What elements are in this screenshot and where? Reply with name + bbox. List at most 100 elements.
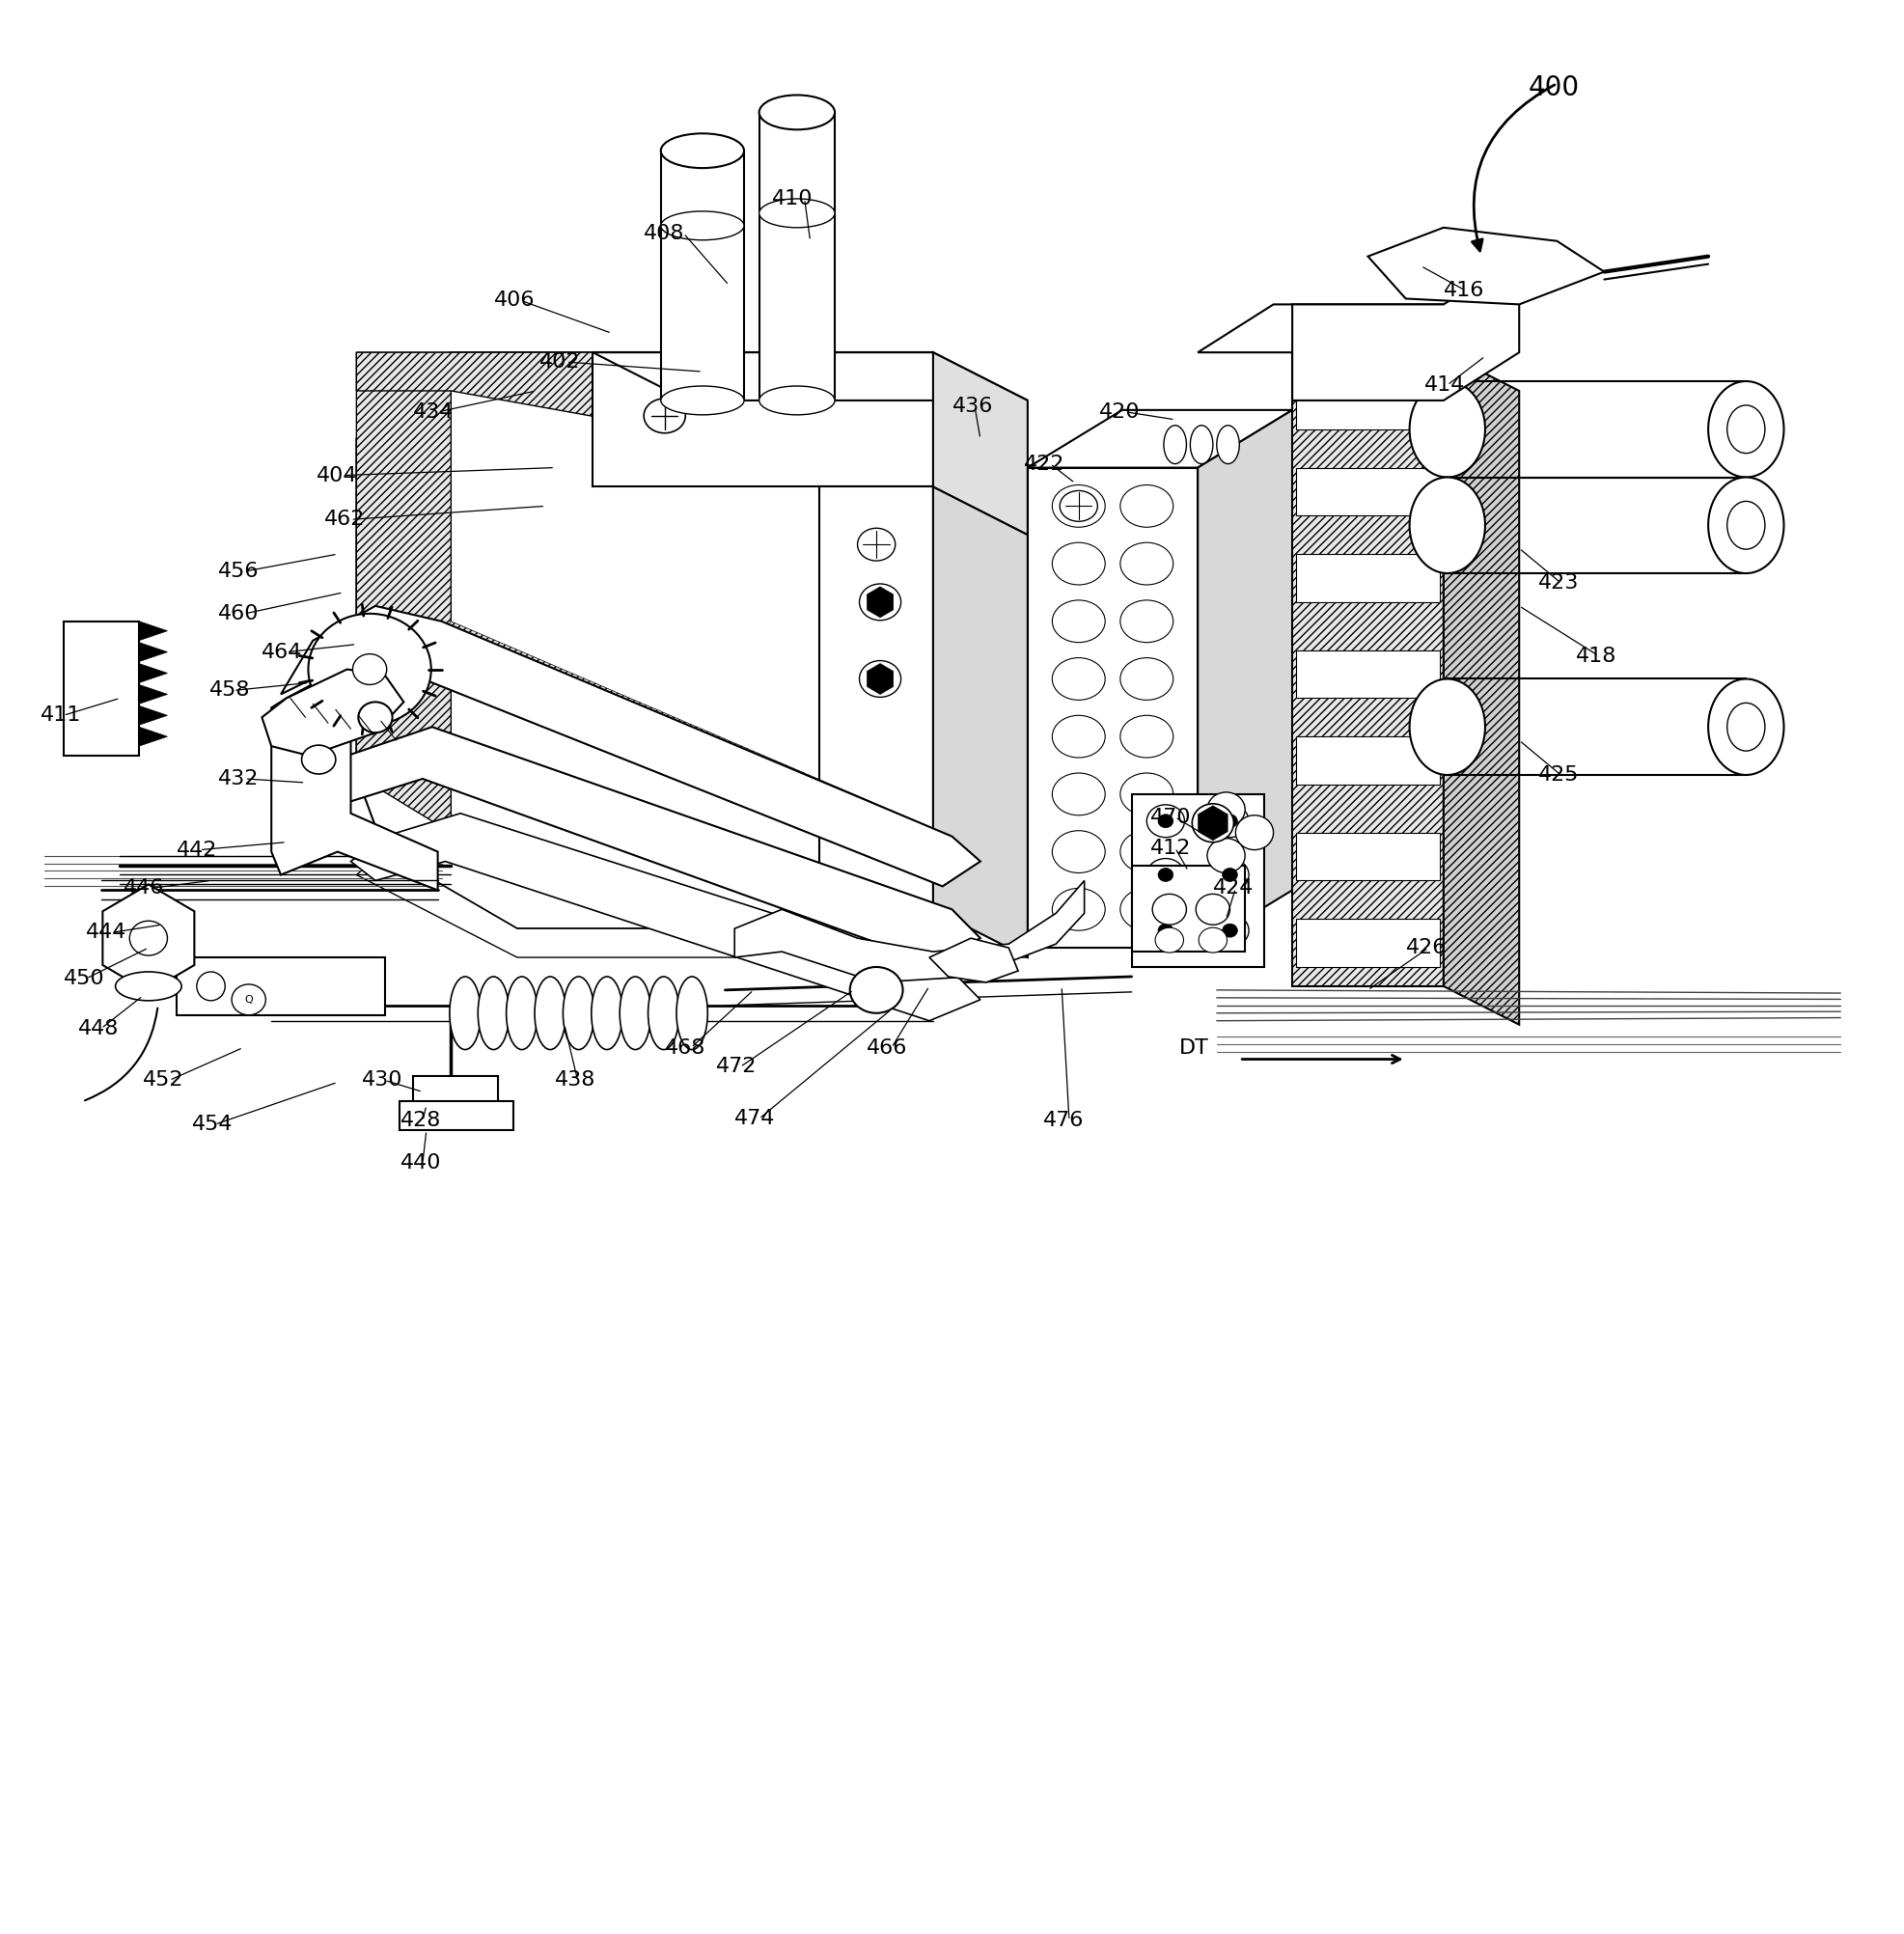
Text: 430: 430 xyxy=(362,1071,404,1091)
Text: 414: 414 xyxy=(1424,375,1466,395)
Ellipse shape xyxy=(352,654,387,685)
Text: 411: 411 xyxy=(40,706,82,725)
Bar xyxy=(413,1077,499,1106)
Text: Q: Q xyxy=(244,994,253,1004)
Ellipse shape xyxy=(506,977,537,1050)
Text: 438: 438 xyxy=(554,1071,596,1091)
Text: 416: 416 xyxy=(1443,280,1485,300)
Bar xyxy=(661,151,744,400)
Ellipse shape xyxy=(1053,600,1104,642)
Text: 423: 423 xyxy=(1538,572,1578,592)
Ellipse shape xyxy=(1708,478,1784,572)
Text: 434: 434 xyxy=(413,402,453,422)
Ellipse shape xyxy=(1409,381,1485,478)
Ellipse shape xyxy=(760,95,834,130)
Ellipse shape xyxy=(1222,924,1238,938)
Bar xyxy=(1297,919,1439,967)
Bar xyxy=(1131,864,1245,952)
Ellipse shape xyxy=(1163,425,1186,464)
Ellipse shape xyxy=(1061,491,1097,522)
Ellipse shape xyxy=(1211,805,1249,837)
Text: 450: 450 xyxy=(63,969,105,988)
Ellipse shape xyxy=(1120,543,1173,584)
Ellipse shape xyxy=(1236,816,1274,849)
Ellipse shape xyxy=(358,702,392,733)
Ellipse shape xyxy=(1409,679,1485,776)
Ellipse shape xyxy=(1053,716,1104,758)
Text: 470: 470 xyxy=(1150,808,1192,828)
Ellipse shape xyxy=(1192,805,1234,841)
Polygon shape xyxy=(1198,410,1293,948)
Ellipse shape xyxy=(449,977,482,1050)
Bar xyxy=(400,1102,514,1129)
Text: 404: 404 xyxy=(316,466,358,485)
Polygon shape xyxy=(423,727,952,963)
Ellipse shape xyxy=(1727,501,1765,549)
Polygon shape xyxy=(139,621,168,640)
Ellipse shape xyxy=(1158,814,1173,828)
Polygon shape xyxy=(263,669,404,756)
Ellipse shape xyxy=(849,967,902,1013)
Polygon shape xyxy=(592,352,933,487)
Ellipse shape xyxy=(1146,805,1184,837)
Polygon shape xyxy=(1028,468,1198,948)
Ellipse shape xyxy=(1156,928,1184,953)
Bar xyxy=(1297,737,1439,785)
Text: 424: 424 xyxy=(1213,878,1255,897)
Ellipse shape xyxy=(1053,774,1104,816)
Polygon shape xyxy=(735,880,1085,982)
Ellipse shape xyxy=(129,921,168,955)
Ellipse shape xyxy=(1217,425,1240,464)
Ellipse shape xyxy=(676,977,708,1050)
Polygon shape xyxy=(1028,410,1293,468)
Ellipse shape xyxy=(644,398,685,433)
Ellipse shape xyxy=(1190,425,1213,464)
FancyArrowPatch shape xyxy=(86,1008,158,1100)
Ellipse shape xyxy=(619,977,651,1050)
Ellipse shape xyxy=(1708,679,1784,776)
Polygon shape xyxy=(933,352,1028,536)
Text: 454: 454 xyxy=(192,1114,232,1133)
Ellipse shape xyxy=(1158,924,1173,938)
Text: 410: 410 xyxy=(773,190,813,209)
Polygon shape xyxy=(1198,304,1519,352)
Text: 458: 458 xyxy=(209,681,249,700)
Ellipse shape xyxy=(1120,888,1173,930)
Ellipse shape xyxy=(1211,915,1249,948)
Text: 462: 462 xyxy=(324,511,366,530)
Text: 464: 464 xyxy=(263,642,303,661)
Polygon shape xyxy=(356,352,1028,478)
Bar xyxy=(1297,468,1439,516)
Bar xyxy=(177,957,385,1015)
Ellipse shape xyxy=(1120,485,1173,528)
Polygon shape xyxy=(1443,352,1519,1025)
Text: 446: 446 xyxy=(124,878,166,897)
Text: 444: 444 xyxy=(86,923,128,942)
Ellipse shape xyxy=(1200,928,1226,953)
Ellipse shape xyxy=(859,584,901,621)
Bar xyxy=(1297,371,1439,429)
Text: 442: 442 xyxy=(177,839,217,859)
Text: 420: 420 xyxy=(1099,402,1140,422)
Ellipse shape xyxy=(1207,793,1245,828)
Ellipse shape xyxy=(308,613,430,725)
Polygon shape xyxy=(592,352,1028,400)
Bar xyxy=(760,112,834,400)
Polygon shape xyxy=(139,706,168,725)
Bar xyxy=(1297,650,1439,698)
Polygon shape xyxy=(819,487,933,909)
Text: 426: 426 xyxy=(1405,938,1447,957)
Ellipse shape xyxy=(1146,915,1184,948)
Polygon shape xyxy=(350,814,981,1021)
Polygon shape xyxy=(139,727,168,747)
Ellipse shape xyxy=(564,977,594,1050)
Polygon shape xyxy=(413,621,952,886)
Ellipse shape xyxy=(1727,406,1765,453)
Text: 448: 448 xyxy=(78,1019,120,1039)
Ellipse shape xyxy=(301,745,335,774)
Text: 432: 432 xyxy=(219,770,259,789)
Ellipse shape xyxy=(1120,830,1173,872)
Ellipse shape xyxy=(1196,894,1230,924)
Text: 400: 400 xyxy=(1529,73,1580,101)
Text: 425: 425 xyxy=(1538,766,1578,785)
